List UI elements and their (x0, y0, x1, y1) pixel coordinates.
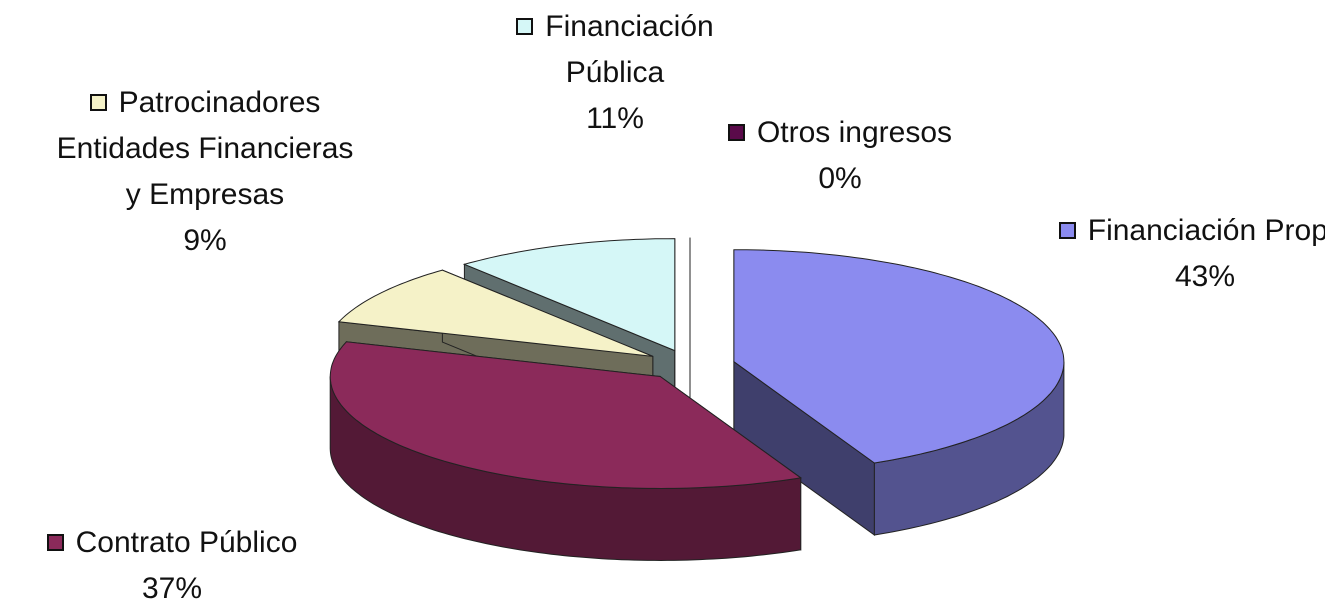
value-label: 43% (1174, 260, 1236, 293)
category-label: Financiación Propia (1087, 214, 1325, 247)
legend-marker (89, 94, 107, 111)
category-label: Financiación Pública (545, 10, 714, 89)
data-label: Financiación Pública 11% (470, 4, 760, 142)
value-label: 37% (141, 572, 203, 605)
legend-marker (1058, 222, 1076, 239)
value-label: 9% (183, 224, 227, 257)
legend-marker (516, 18, 534, 35)
slice (337, 269, 653, 357)
slice (733, 249, 1065, 464)
data-label: Patrocinadores Entidades Financieras y E… (55, 80, 355, 264)
category-label: Contrato Público (75, 526, 298, 559)
data-label: Contrato Público 37% (2, 520, 342, 609)
slice (462, 238, 676, 352)
category-label: Otros ingresos (756, 116, 953, 149)
value-label: 0% (818, 162, 862, 195)
slice (329, 341, 802, 490)
data-label: Financiación Propia 43% (1055, 208, 1325, 300)
value-label: 11% (586, 102, 644, 135)
category-label: Patrocinadores Entidades Financieras y E… (56, 86, 354, 211)
legend-marker (727, 124, 745, 141)
legend-marker (46, 534, 64, 551)
data-label: Otros ingresos 0% (690, 110, 990, 202)
